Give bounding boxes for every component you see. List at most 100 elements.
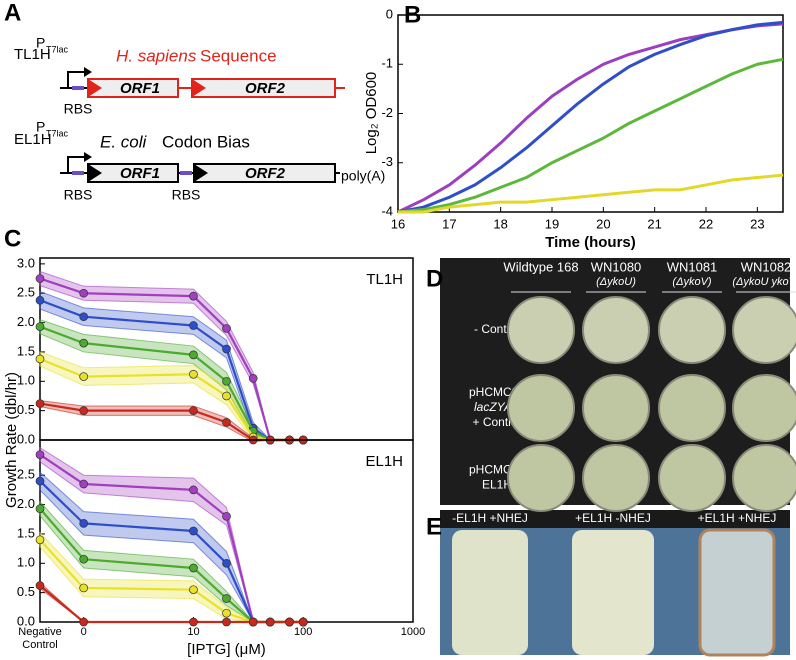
construct-diagram: TL1H P T7lac H. sapiens Sequence ORF1 OR… xyxy=(14,35,385,203)
heading: Codon Bias xyxy=(162,132,250,151)
y-tick-label: 2.0 xyxy=(17,496,35,511)
x-tick-label: 21 xyxy=(647,216,661,231)
tick-label-box: Negative Control xyxy=(18,626,61,651)
tick-label-box: 100 xyxy=(294,626,313,638)
data-point xyxy=(189,485,198,495)
data-point xyxy=(189,350,198,360)
data-point xyxy=(35,581,45,590)
promoter: P xyxy=(36,119,45,135)
data-point xyxy=(35,476,45,486)
data-point xyxy=(79,554,89,564)
tail-label: poly(A) xyxy=(341,168,385,184)
orf-start xyxy=(194,164,208,182)
y-tick-label: 0.0 xyxy=(17,613,35,628)
data-point xyxy=(189,617,198,627)
data-point xyxy=(79,479,89,489)
data-point xyxy=(79,372,89,381)
tick-label-box: 10 xyxy=(187,626,199,638)
orf-start xyxy=(88,79,102,97)
panel-label: A xyxy=(4,0,21,26)
data-point xyxy=(265,617,275,627)
data-point xyxy=(222,558,231,568)
orf-label: ORF2 xyxy=(245,165,286,182)
data-point xyxy=(189,563,198,573)
data-point xyxy=(222,376,231,386)
y-tick-label: 0.0 xyxy=(17,431,35,446)
y-tick-label: 2.5 xyxy=(17,285,35,300)
rbs-label: RBS xyxy=(64,101,93,117)
column-label: WN1080 xyxy=(591,259,642,274)
promoter-arrowhead xyxy=(84,67,92,77)
y-tick-label: -4 xyxy=(381,203,393,218)
tube xyxy=(698,528,776,657)
promoter-arrow xyxy=(67,156,84,173)
promoter-sub: T7lac xyxy=(46,128,69,138)
tube-header xyxy=(440,510,790,528)
rbs-label: RBS xyxy=(64,187,93,203)
tube-label: -EL1H +NHEJ xyxy=(452,511,528,525)
x-tick-label: 16 xyxy=(391,216,405,231)
data-point xyxy=(248,374,258,383)
x-tick-label: 19 xyxy=(545,216,559,231)
y-tick-label: 1.5 xyxy=(17,343,35,358)
series-line xyxy=(397,57,784,214)
panel-tag: EL1H xyxy=(365,453,403,470)
x-tick-label: 18 xyxy=(493,216,507,231)
data-point xyxy=(35,295,45,305)
orf-label: ORF1 xyxy=(120,80,160,97)
data-point xyxy=(189,526,198,536)
data-point xyxy=(79,312,89,322)
x-tick-label: 17 xyxy=(442,216,456,231)
data-point xyxy=(35,450,45,460)
rbs-label: RBS xyxy=(172,187,201,203)
x-axis-label: [IPTG] (μM) xyxy=(187,641,266,658)
data-point xyxy=(222,511,231,521)
orf-label: ORF2 xyxy=(245,80,286,97)
data-point xyxy=(285,617,294,627)
x-axis-label: Time (hours) xyxy=(545,234,636,251)
plate xyxy=(658,444,726,512)
plate xyxy=(507,296,575,364)
tick-label-box: 0 xyxy=(81,626,87,638)
data-point xyxy=(189,291,198,301)
y-tick-label: 1.0 xyxy=(17,555,35,570)
y-axis-label: Growth Rate (dbl/hr) xyxy=(3,372,20,508)
construct-name: TL1H xyxy=(14,46,51,63)
plate xyxy=(658,374,726,442)
panel-tag: TL1H xyxy=(366,271,403,288)
x-tick-label: 100 xyxy=(294,626,313,638)
x-tick-label: 22 xyxy=(699,216,713,231)
y-tick-label: -1 xyxy=(381,56,393,71)
data-point xyxy=(222,617,231,627)
plate xyxy=(732,296,796,364)
orf-label: ORF1 xyxy=(120,165,160,182)
tick-label-box: 1000 xyxy=(401,626,425,638)
data-point xyxy=(79,288,89,298)
promoter: P xyxy=(36,35,45,51)
data-point xyxy=(189,321,198,330)
tube-label: +EL1H -NHEJ xyxy=(575,511,651,525)
plate xyxy=(582,444,650,512)
heading-italic: H. sapiens xyxy=(116,46,197,65)
column-label: WN1081 xyxy=(667,259,718,274)
panel-label: C xyxy=(4,225,21,252)
data-point xyxy=(222,391,231,401)
panel-label: E xyxy=(426,513,442,540)
column-label: (ΔykoV) xyxy=(672,276,711,288)
data-point xyxy=(298,617,308,627)
data-point xyxy=(35,399,45,408)
error-band xyxy=(39,351,304,441)
promoter-sub: T7lac xyxy=(46,44,69,54)
data-point xyxy=(189,406,198,415)
plate xyxy=(582,374,650,442)
tube xyxy=(572,530,654,655)
column-label: WN1082 xyxy=(741,259,792,274)
data-point xyxy=(248,617,258,627)
data-point xyxy=(222,344,231,354)
plate xyxy=(507,444,575,512)
column-label: (ΔykoU) xyxy=(596,276,636,288)
promoter-arrowhead xyxy=(84,152,92,162)
y-tick-label: 0 xyxy=(386,6,393,21)
column-label: (ΔykoU ykoV) xyxy=(732,276,796,288)
